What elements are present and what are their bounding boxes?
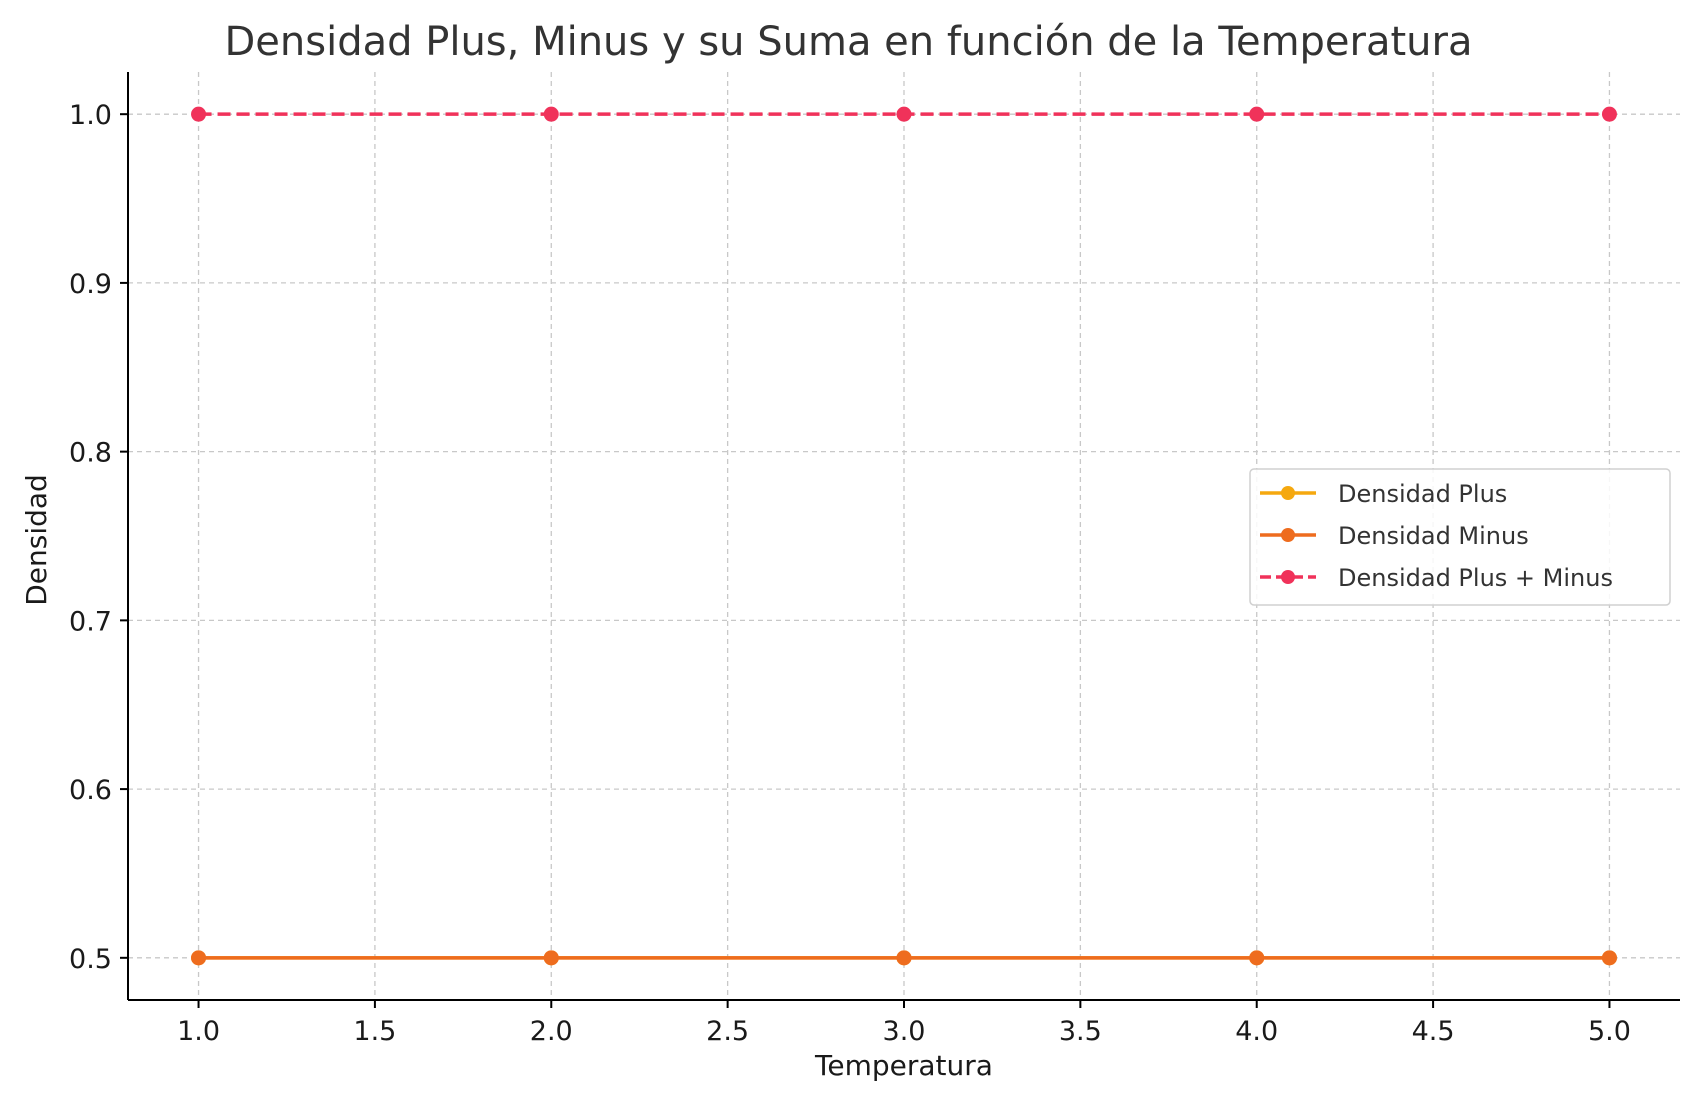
x-tick-label: 4.0: [1235, 1016, 1278, 1047]
x-tick-label: 5.0: [1588, 1016, 1631, 1047]
legend-item: Densidad Plus + Minus: [1260, 564, 1613, 592]
data-point: [191, 106, 207, 122]
x-tick-label: 2.0: [530, 1016, 573, 1047]
legend-item: Densidad Plus: [1260, 480, 1507, 508]
x-tick-label: 1.5: [353, 1016, 396, 1047]
x-tick-label: 3.0: [883, 1016, 926, 1047]
y-tick-label: 1.0: [69, 100, 112, 131]
legend-marker: [1281, 486, 1295, 500]
x-tick-label: 4.5: [1412, 1016, 1455, 1047]
axes: 1.0 1.5 2.0 2.5 3.0 3.5 4.0 4.5 5.0 0.5 0.6 0.7 0.8 0…: [69, 72, 1680, 1047]
data-point: [543, 106, 559, 122]
data-point: [896, 106, 912, 122]
y-tick-label: 0.8: [69, 438, 112, 469]
legend-label: Densidad Minus: [1338, 522, 1529, 550]
series-layer: [191, 106, 1617, 966]
series-densidad-plus-minus: [191, 106, 1617, 122]
legend-label: Densidad Plus: [1338, 480, 1507, 508]
series-densidad-minus: [191, 950, 1617, 966]
x-tick-label: 1.0: [177, 1016, 220, 1047]
chart-title: Densidad Plus, Minus y su Suma en funció…: [224, 19, 1472, 65]
legend-item: Densidad Minus: [1260, 522, 1529, 550]
x-axis-label: Temperatura: [814, 1049, 993, 1082]
legend-label: Densidad Plus + Minus: [1338, 564, 1613, 592]
data-point: [191, 950, 207, 966]
y-tick-label: 0.5: [69, 944, 112, 975]
data-point: [1249, 950, 1265, 966]
data-point: [1601, 106, 1617, 122]
y-tick-label: 0.7: [69, 606, 112, 637]
y-tick-label: 0.6: [69, 775, 112, 806]
legend: Densidad Plus Densidad Minus Densidad Plus…: [1249, 468, 1671, 606]
legend-marker: [1281, 570, 1295, 584]
legend-marker: [1281, 528, 1295, 542]
y-axis-label: Densidad: [20, 474, 53, 606]
data-point: [543, 950, 559, 966]
data-point: [1249, 106, 1265, 122]
x-tick-label: 3.5: [1059, 1016, 1102, 1047]
data-point: [1601, 950, 1617, 966]
data-point: [896, 950, 912, 966]
y-tick-label: 0.9: [69, 269, 112, 300]
legend-box: [1249, 468, 1671, 606]
x-tick-label: 2.5: [706, 1016, 749, 1047]
